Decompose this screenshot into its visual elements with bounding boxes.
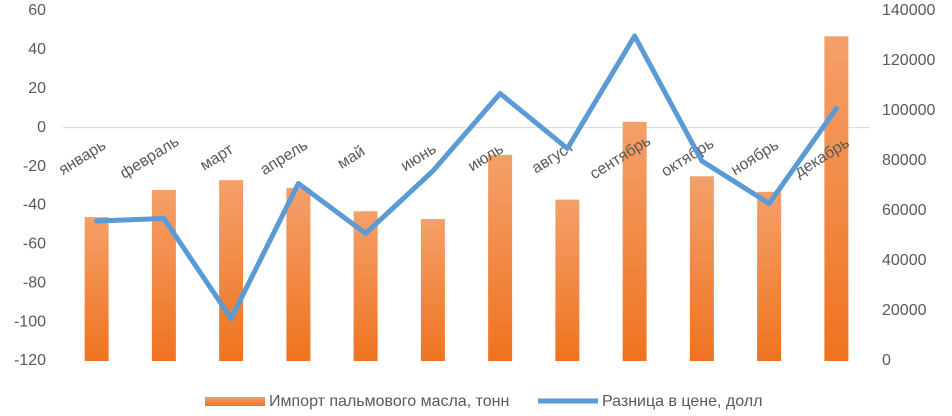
- bar: [689, 176, 714, 361]
- y-tick-label: -100: [14, 313, 46, 330]
- y2-tick-label: 100000: [882, 102, 935, 119]
- bar: [488, 154, 513, 361]
- bar: [622, 121, 647, 361]
- y2-tick-label: 40000: [882, 252, 927, 269]
- y-tick-label: 40: [28, 41, 46, 58]
- x-tick-label: октябрь: [658, 135, 717, 180]
- bar: [824, 36, 849, 362]
- y-tick-label: -60: [23, 236, 46, 253]
- bar: [353, 211, 378, 361]
- x-tick-label: ноябрь: [728, 137, 782, 179]
- x-tick-label: апрель: [257, 137, 311, 179]
- line: [94, 33, 839, 321]
- legend-label: Импорт пальмового масла, тонн: [269, 393, 509, 410]
- bar: [219, 180, 244, 361]
- legend-swatch: [205, 397, 265, 406]
- y-tick-label: 0: [37, 119, 46, 136]
- y2-tick-label: 120000: [882, 52, 935, 69]
- bar: [151, 189, 176, 361]
- x-tick-label: март: [197, 141, 237, 175]
- x-tick-label: февраль: [117, 133, 182, 182]
- y-tick-label: -40: [23, 197, 46, 214]
- y2-tick-label: 140000: [882, 2, 935, 19]
- y2-tick-label: 20000: [882, 302, 927, 319]
- y-tick-label: 20: [28, 80, 46, 97]
- bar: [555, 199, 580, 361]
- bar: [420, 219, 445, 361]
- y2-tick-label: 80000: [882, 152, 927, 169]
- legend-label: Разница в цене, долл: [602, 393, 762, 410]
- y2-tick-label: 60000: [882, 202, 927, 219]
- y-tick-label: -80: [23, 274, 46, 291]
- x-tick-label: май: [335, 143, 368, 173]
- bar: [84, 217, 109, 361]
- y2-tick-label: 0: [882, 352, 891, 369]
- y-tick-label: -20: [23, 158, 46, 175]
- y-tick-label: 60: [28, 2, 46, 19]
- bar: [286, 187, 311, 361]
- x-tick-label: январь: [56, 137, 109, 179]
- bar: [757, 191, 782, 361]
- y-tick-label: -120: [14, 352, 46, 369]
